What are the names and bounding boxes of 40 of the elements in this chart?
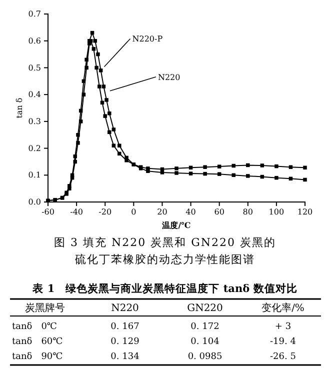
x-tick-label: 100 (268, 208, 284, 217)
x-tick-label: 40 (186, 208, 196, 217)
text: 表 1 绿色炭黑与商业炭黑特征温度下 tanδ 数值对比 (32, 282, 298, 295)
y-axis-title: tan δ (15, 98, 24, 118)
x-tick-label: 60 (214, 208, 224, 217)
text: tanδ 60℃ (12, 337, 63, 347)
x-tick-label: -40 (70, 208, 83, 217)
x-axis-title: 温度/℃ (161, 220, 192, 230)
y-tick-label: 0.4 (28, 90, 41, 100)
x-tick-label: 120 (297, 208, 313, 217)
text: 图 3 填充 N220 炭黑和 GN220 炭黑的硫化丁苯橡胶的动态力学性能图谱 (54, 236, 276, 266)
text: 变化率/% (262, 302, 304, 314)
x-tick-label: 20 (157, 208, 168, 217)
y-tick-label: 0.0 (28, 198, 41, 207)
x-tick-label: 0 (131, 208, 136, 217)
annotation: N220 (158, 72, 180, 82)
text: 0. 129 (110, 337, 140, 347)
text: + 3 (274, 322, 292, 332)
y-tick-label: 0.1 (28, 170, 41, 180)
x-tick-label: -20 (98, 208, 112, 217)
y-tick-label: 0.5 (28, 63, 41, 72)
y-tick-label: 0.6 (28, 36, 41, 46)
text: tanδ 90℃ (12, 352, 63, 362)
x-tick-label: -60 (42, 208, 54, 217)
text: 0. 134 (110, 352, 140, 362)
text: -19. 4 (270, 337, 296, 347)
y-tick-label: 0.2 (28, 144, 41, 153)
text: GN220 (187, 303, 223, 314)
text: 0. 172 (190, 322, 220, 332)
x-tick-label: 80 (242, 208, 253, 217)
text: 炭黑牌号 (25, 302, 65, 314)
text: N220 (111, 303, 139, 314)
text: 0. 0985 (188, 352, 222, 362)
text: 0. 104 (190, 337, 220, 347)
text: tanδ 0℃ (12, 322, 57, 332)
text: -26. 5 (270, 352, 296, 362)
text: 0. 167 (110, 322, 140, 332)
annotation: N220-P (132, 34, 164, 44)
y-tick-label: 0.3 (28, 116, 41, 126)
y-tick-label: 0.7 (28, 10, 41, 19)
